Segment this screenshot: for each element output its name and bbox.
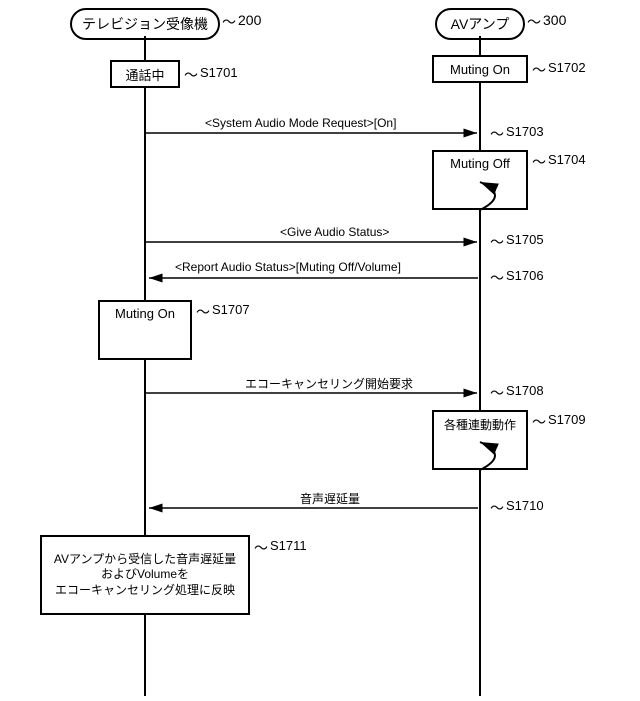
tilde-s1704: 〜 bbox=[532, 152, 546, 172]
ref-s1709: S1709 bbox=[548, 412, 586, 427]
ref-s1707: S1707 bbox=[212, 302, 250, 317]
label-s1711-l2: およびVolumeを bbox=[54, 567, 236, 583]
tilde-s1709: 〜 bbox=[532, 412, 546, 432]
ref-s1711: S1711 bbox=[270, 538, 307, 553]
ref-s1706: S1706 bbox=[506, 268, 544, 283]
lane-ref-right: 300 bbox=[543, 12, 566, 28]
label-s1709: 各種連動動作 bbox=[444, 416, 516, 433]
ref-s1701: S1701 bbox=[200, 65, 238, 80]
sequence-diagram: テレビジョン受像機 〜 200 AVアンプ 〜 300 通話中 〜 S1701 … bbox=[0, 0, 640, 701]
tilde-s1706: 〜 bbox=[490, 268, 504, 288]
box-s1707: Muting On bbox=[98, 300, 192, 360]
label-s1705: <Give Audio Status> bbox=[280, 225, 389, 239]
ref-s1708: S1708 bbox=[506, 383, 544, 398]
label-s1706: <Report Audio Status>[Muting Off/Volume] bbox=[175, 260, 401, 274]
lane-title-right: AVアンプ bbox=[451, 16, 510, 32]
box-s1709: 各種連動動作 bbox=[432, 410, 528, 470]
label-s1711-l3: エコーキャンセリング処理に反映 bbox=[54, 583, 236, 599]
ref-s1710: S1710 bbox=[506, 498, 544, 513]
label-s1707: Muting On bbox=[115, 306, 175, 321]
lane-title-left: テレビジョン受像機 bbox=[82, 16, 208, 32]
tilde-s1710: 〜 bbox=[490, 498, 504, 518]
tilde-left: 〜 bbox=[222, 12, 236, 32]
label-s1704: Muting Off bbox=[450, 156, 510, 171]
ref-s1704: S1704 bbox=[548, 152, 586, 167]
tilde-s1711: 〜 bbox=[254, 538, 268, 558]
ref-s1703: S1703 bbox=[506, 124, 544, 139]
label-s1701: 通話中 bbox=[125, 65, 164, 84]
label-s1710: 音声遅延量 bbox=[300, 490, 360, 507]
label-s1708: エコーキャンセリング開始要求 bbox=[245, 375, 413, 392]
lane-ref-left: 200 bbox=[238, 12, 261, 28]
tilde-right: 〜 bbox=[527, 12, 541, 32]
tilde-s1702: 〜 bbox=[532, 60, 546, 80]
box-s1711: AVアンプから受信した音声遅延量 およびVolumeを エコーキャンセリング処理… bbox=[40, 535, 250, 615]
ref-s1705: S1705 bbox=[506, 232, 544, 247]
label-s1703: <System Audio Mode Request>[On] bbox=[205, 116, 396, 130]
label-s1711-l1: AVアンプから受信した音声遅延量 bbox=[54, 552, 236, 568]
box-s1704: Muting Off bbox=[432, 150, 528, 210]
tilde-s1705: 〜 bbox=[490, 232, 504, 252]
tilde-s1708: 〜 bbox=[490, 383, 504, 403]
tilde-s1707: 〜 bbox=[196, 302, 210, 322]
lifeline-right bbox=[479, 36, 481, 696]
ref-s1702: S1702 bbox=[548, 60, 586, 75]
box-s1701: 通話中 bbox=[110, 60, 180, 88]
label-s1702: Muting On bbox=[450, 62, 510, 77]
box-s1702: Muting On bbox=[432, 55, 528, 83]
tilde-s1703: 〜 bbox=[490, 124, 504, 144]
tilde-s1701: 〜 bbox=[184, 65, 198, 85]
